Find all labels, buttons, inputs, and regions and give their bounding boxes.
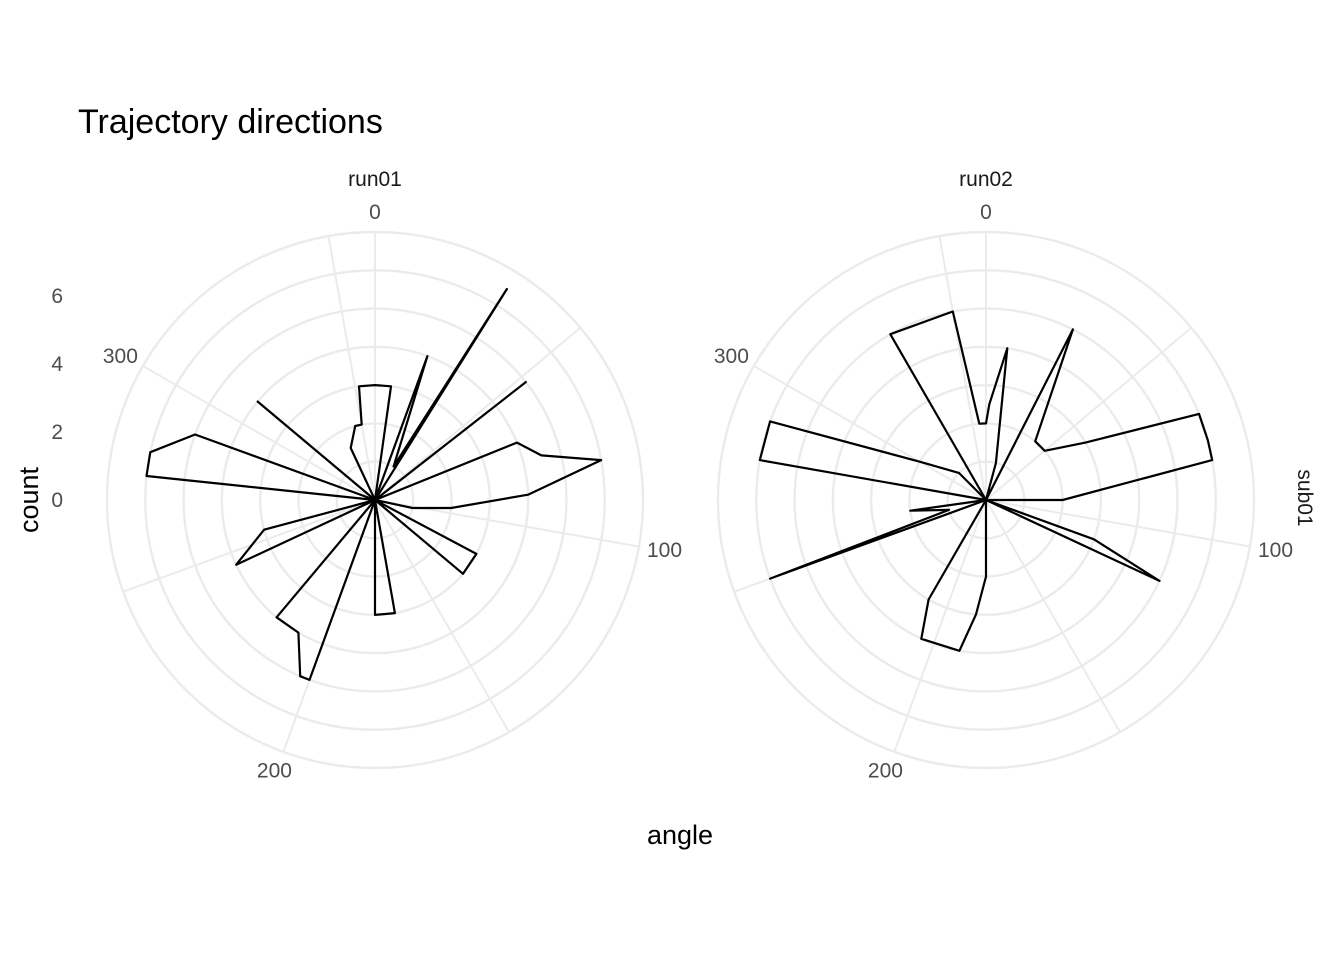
theta-tick-label: 0 <box>980 201 992 224</box>
panel-label-run02: run02 <box>959 168 1013 191</box>
y-axis-title: count <box>14 466 44 533</box>
panel-label-run01: run01 <box>348 168 402 191</box>
r-tick-label: 0 <box>51 489 63 512</box>
theta-tick-label: 100 <box>1258 539 1293 562</box>
plot-area-run01: 0 100 200 300 <box>103 201 682 783</box>
grid-spoke <box>328 236 375 500</box>
grid-spoke <box>986 500 1250 547</box>
plot-area-run02: 0 100 200 300 <box>714 201 1293 783</box>
r-tick-label: 2 <box>51 421 63 444</box>
r-tick-label: 6 <box>51 285 63 308</box>
theta-tick-label: 200 <box>257 760 292 783</box>
theta-tick-label: 200 <box>868 760 903 783</box>
theta-tick-label: 300 <box>103 345 138 368</box>
theta-tick-label: 0 <box>369 201 381 224</box>
theta-tick-label: 300 <box>714 345 749 368</box>
theta-tick-label: 100 <box>647 539 682 562</box>
panel-run02: run02 0 100 200 300 <box>714 168 1293 783</box>
x-axis-title: angle <box>647 820 713 850</box>
r-axis: 0 2 4 6 <box>51 285 63 512</box>
grid-spoke <box>894 500 986 752</box>
chart-title: Trajectory directions <box>78 103 383 141</box>
row-strip-label: sub01 <box>1293 469 1316 526</box>
r-tick-label: 4 <box>51 353 63 376</box>
panel-run01: run01 0 100 200 300 <box>103 168 682 783</box>
